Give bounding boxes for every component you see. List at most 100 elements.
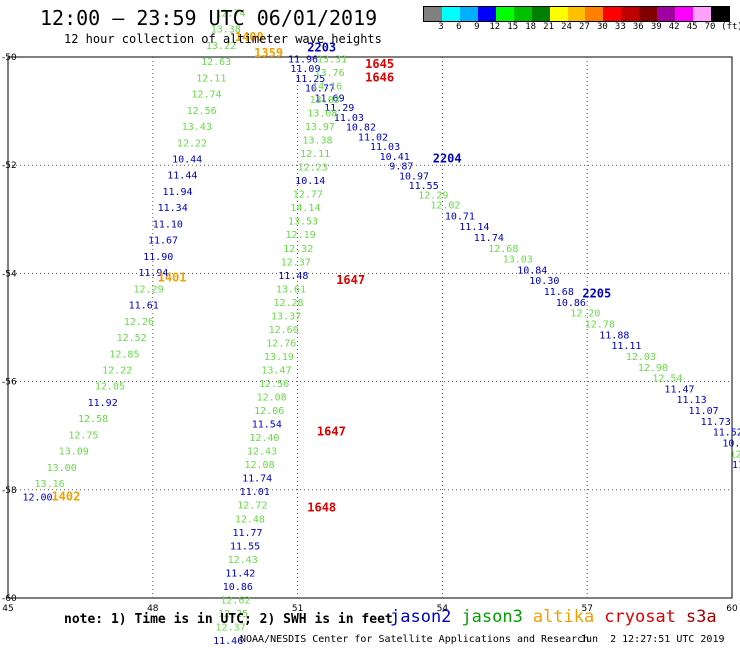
swh-label: 11.44 (167, 171, 197, 182)
legend-swatch (675, 7, 694, 21)
swh-label: 14.14 (290, 203, 320, 214)
swh-label: 11.13 (676, 395, 706, 406)
legend-label: 30 (596, 22, 608, 32)
swh-label: 11.25 (295, 74, 325, 85)
legend-label: 36 (632, 22, 644, 32)
swh-label: 12.29 (133, 284, 163, 295)
swh-label: 13.22 (206, 41, 236, 52)
swh-label: 12.78 (585, 320, 615, 331)
legend-label: 6 (456, 22, 462, 32)
legend-swatch (477, 7, 496, 21)
swh-label: 12.56 (187, 106, 217, 117)
satellite-s3a: s3a (685, 607, 717, 627)
swh-label: 13.53 (288, 217, 318, 228)
swh-label: 12.43 (228, 555, 258, 566)
time-label: 1645 (365, 57, 394, 71)
y-tick-label: -58 (2, 486, 17, 496)
swh-label: 13.37 (271, 311, 301, 322)
swh-label: 13.43 (182, 122, 212, 133)
swh-label: 11.68 (544, 287, 574, 298)
swh-label: 10.84 (517, 265, 547, 276)
swh-label: 11.46 (213, 636, 243, 647)
swh-label: 11.61 (129, 301, 159, 312)
swh-label: 10.82 (346, 123, 376, 134)
swh-label: 12.74 (191, 90, 221, 101)
swh-label: 12.29 (418, 191, 448, 202)
footer-source: NOAA/NESDIS Center for Satellite Applica… (240, 634, 590, 645)
swh-label: 13.08 (307, 109, 337, 120)
swh-label: 11.54 (252, 420, 282, 431)
swh-label: 12.31 (730, 449, 740, 460)
satellite-jason2: jason2 (390, 607, 452, 627)
swh-label: 12.72 (237, 501, 267, 512)
swh-label: 11 (732, 460, 740, 471)
swh-label: 13.38 (302, 136, 332, 147)
time-label: 2204 (433, 151, 462, 165)
swh-label: 13.09 (59, 447, 89, 458)
swh-label: 12.28 (273, 298, 303, 309)
swh-label: 10.71 (445, 211, 475, 222)
time-label: 1648 (307, 500, 336, 514)
swh-label: 12.22 (177, 138, 207, 149)
legend-label: 45 (686, 22, 698, 32)
swh-label: 11.10 (153, 219, 183, 230)
satellite-altika: altika (532, 607, 595, 627)
swh-label: 12.58 (78, 414, 108, 425)
swh-label: 12.68 (488, 244, 518, 255)
time-label: 1646 (365, 70, 394, 84)
legend-swatch (603, 7, 622, 21)
legend-swatch (549, 7, 568, 21)
swh-label: 12.90 (638, 363, 668, 374)
swh-label: 13.03 (503, 255, 533, 266)
swh-label: 12.08 (245, 460, 275, 471)
swh-label: 12.75 (68, 430, 98, 441)
legend-label: (ft) (721, 22, 740, 32)
swh-label: 13.31 (317, 54, 347, 65)
x-tick-label: 48 (147, 604, 159, 614)
swh-label: 12.96 (220, 0, 250, 3)
swh-label: 9.87 (389, 162, 413, 173)
legend-label: 27 (579, 22, 590, 32)
swh-label: 12.40 (249, 433, 279, 444)
swh-label: 11.96 (288, 54, 318, 65)
legend-swatch (567, 7, 586, 21)
swh-label: 13.00 (47, 463, 77, 474)
swh-label: 11.14 (459, 222, 489, 233)
time-label: 1401 (158, 271, 187, 285)
note-text: note: 1) Time is in UTC; 2) SWH is in fe… (64, 612, 393, 627)
legend-label: 18 (525, 22, 537, 32)
legend-label: 42 (668, 22, 680, 32)
legend-swatch (513, 7, 532, 21)
swh-label: 10.44 (172, 154, 202, 165)
swh-label: 11.55 (230, 541, 260, 552)
swh-label: 12.52 (117, 333, 147, 344)
swh-label: 11.11 (611, 341, 641, 352)
swh-label: 11.88 (599, 330, 629, 341)
swh-label: 11.09 (290, 64, 320, 75)
legend-label: 15 (507, 22, 519, 32)
legend-label: 70 (704, 22, 716, 32)
time-label: 1359 (254, 46, 283, 60)
axis-ticks: 45 48 51 54 57 60 -50 -52 -54 -56 -58 -60 (2, 53, 738, 614)
swh-label: 11.03 (334, 113, 364, 124)
legend-swatch (657, 7, 676, 21)
swh-label: 11.42 (225, 568, 255, 579)
swh-label: 12.11 (196, 73, 226, 84)
swh-label: 12.56 (259, 379, 289, 390)
y-tick-label: -52 (2, 161, 17, 171)
x-tick-label: 60 (726, 604, 738, 614)
legend-swatch (711, 7, 729, 21)
swh-label: 11.94 (138, 268, 168, 279)
swh-label: 14.16 (312, 81, 342, 92)
x-tick-label: 45 (2, 604, 13, 614)
swh-label: 11.48 (278, 271, 308, 282)
legend-swatch (424, 7, 442, 21)
track-layer: 12.00 13.16 13.00 13.09 12.75 12.58 11.92 12.05… (22, 0, 740, 647)
satellite-cryosat: cryosat (604, 607, 676, 627)
swh-label: 12.48 (235, 514, 265, 525)
swh-label: 11.67 (148, 236, 178, 247)
swh-label: 11.47 (664, 384, 694, 395)
time-label: 1647 (317, 425, 346, 439)
